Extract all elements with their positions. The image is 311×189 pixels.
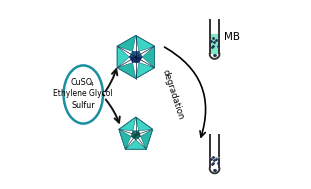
Polygon shape: [142, 46, 155, 68]
Text: Sulfur: Sulfur: [72, 101, 95, 110]
FancyArrowPatch shape: [165, 47, 206, 137]
Polygon shape: [117, 35, 136, 51]
Text: 4: 4: [89, 82, 93, 87]
Polygon shape: [210, 34, 219, 54]
Polygon shape: [136, 57, 142, 63]
Polygon shape: [131, 131, 136, 136]
Polygon shape: [141, 129, 153, 149]
Polygon shape: [136, 135, 141, 140]
Polygon shape: [133, 131, 139, 135]
Polygon shape: [119, 117, 136, 131]
Polygon shape: [136, 117, 153, 131]
Polygon shape: [136, 131, 141, 136]
Polygon shape: [129, 51, 136, 57]
Ellipse shape: [63, 65, 103, 124]
Polygon shape: [132, 57, 139, 63]
Polygon shape: [117, 46, 129, 68]
Polygon shape: [125, 140, 146, 149]
Polygon shape: [132, 51, 139, 57]
Polygon shape: [136, 51, 142, 57]
Polygon shape: [129, 57, 136, 63]
Polygon shape: [136, 35, 155, 51]
Polygon shape: [119, 129, 131, 149]
Text: MB: MB: [224, 32, 239, 42]
Polygon shape: [117, 63, 136, 79]
Polygon shape: [136, 63, 155, 79]
Text: Ethylene Glycol: Ethylene Glycol: [53, 89, 113, 98]
Text: CuSO: CuSO: [71, 78, 93, 87]
Text: degradation: degradation: [161, 68, 186, 121]
Polygon shape: [131, 135, 136, 140]
